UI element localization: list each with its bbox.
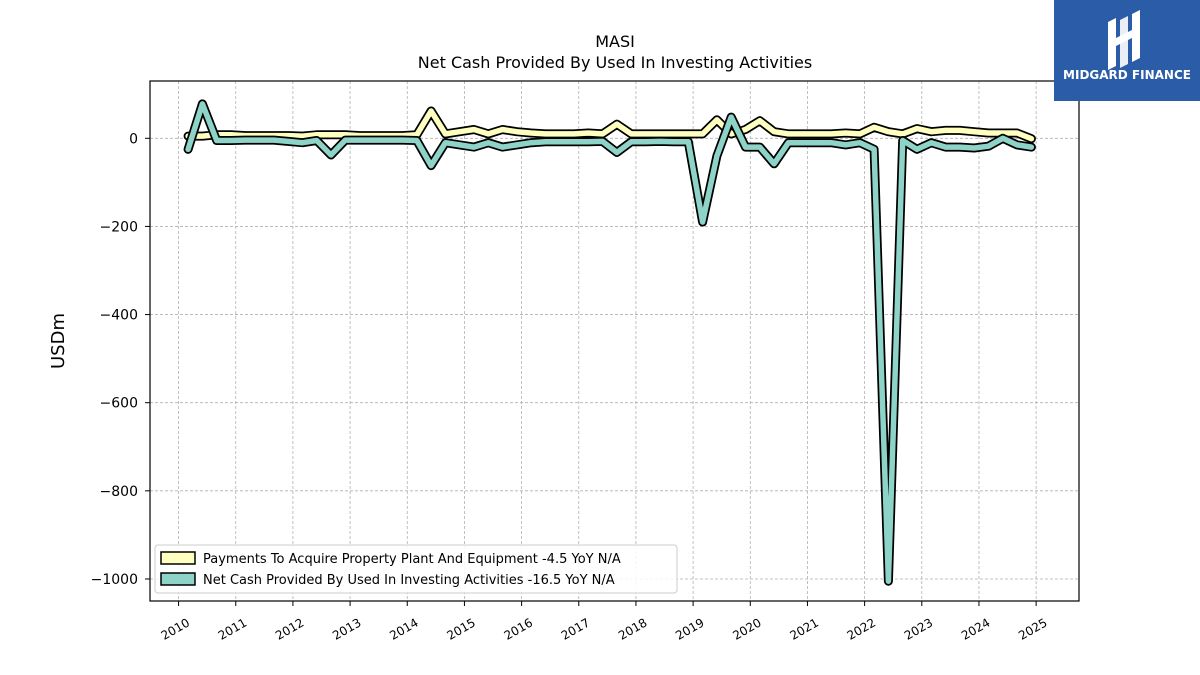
legend-label-net-investing: Net Cash Provided By Used In Investing A…	[203, 573, 615, 588]
y-tick-label: −800	[100, 484, 138, 500]
legend-swatch-ppe	[160, 551, 196, 565]
series-0-line	[185, 108, 1035, 142]
legend-frame	[154, 544, 678, 594]
x-tick-label: 2011	[216, 615, 249, 642]
y-axis-label: USDm	[48, 313, 69, 369]
x-tick-label: 2014	[387, 615, 420, 642]
series-1-line	[185, 101, 1035, 584]
x-tick-label: 2021	[787, 615, 820, 642]
x-tick-label: 2016	[502, 615, 535, 642]
midgard-finance-logo: MIDGARD FINANCE	[1054, 0, 1200, 101]
logo-text: MIDGARD FINANCE	[1063, 68, 1191, 82]
legend-swatch-net-investing	[160, 572, 196, 586]
plot-frame	[149, 80, 1080, 602]
y-axis: 0 −200 −400 −600 −800 −1000	[91, 131, 150, 588]
chart-subtitle: Net Cash Provided By Used In Investing A…	[418, 53, 812, 72]
x-tick-label: 2024	[959, 615, 992, 642]
x-axis: 2010 2011 2012 2013 2014 2015 2016 2017 2018 2019…	[159, 601, 1050, 643]
x-tick-label: 2019	[673, 615, 706, 642]
x-tick-label: 2015	[444, 615, 477, 642]
x-tick-label: 2013	[330, 615, 363, 642]
x-tick-label: 2025	[1016, 615, 1049, 642]
x-tick-label: 2017	[559, 615, 592, 642]
series-1-outline	[183, 99, 1036, 586]
logo-mark-icon	[1108, 10, 1140, 70]
grid-lines	[150, 81, 1079, 601]
x-tick-label: 2023	[902, 615, 935, 642]
x-tick-label: 2020	[730, 615, 763, 642]
legend: Payments To Acquire Property Plant And E…	[154, 544, 678, 594]
y-tick-label: −1000	[91, 572, 138, 588]
chart-title: MASI	[595, 32, 635, 51]
x-tick-label: 2012	[273, 615, 306, 642]
y-tick-label: −200	[100, 219, 138, 235]
series-layer	[183, 99, 1036, 586]
y-tick-label: 0	[129, 131, 138, 147]
y-tick-label: −400	[100, 308, 138, 324]
x-tick-label: 2022	[845, 615, 878, 642]
x-tick-label: 2018	[616, 615, 649, 642]
y-tick-label: −600	[100, 396, 138, 412]
x-tick-label: 2010	[159, 615, 192, 642]
legend-label-ppe: Payments To Acquire Property Plant And E…	[203, 552, 621, 567]
